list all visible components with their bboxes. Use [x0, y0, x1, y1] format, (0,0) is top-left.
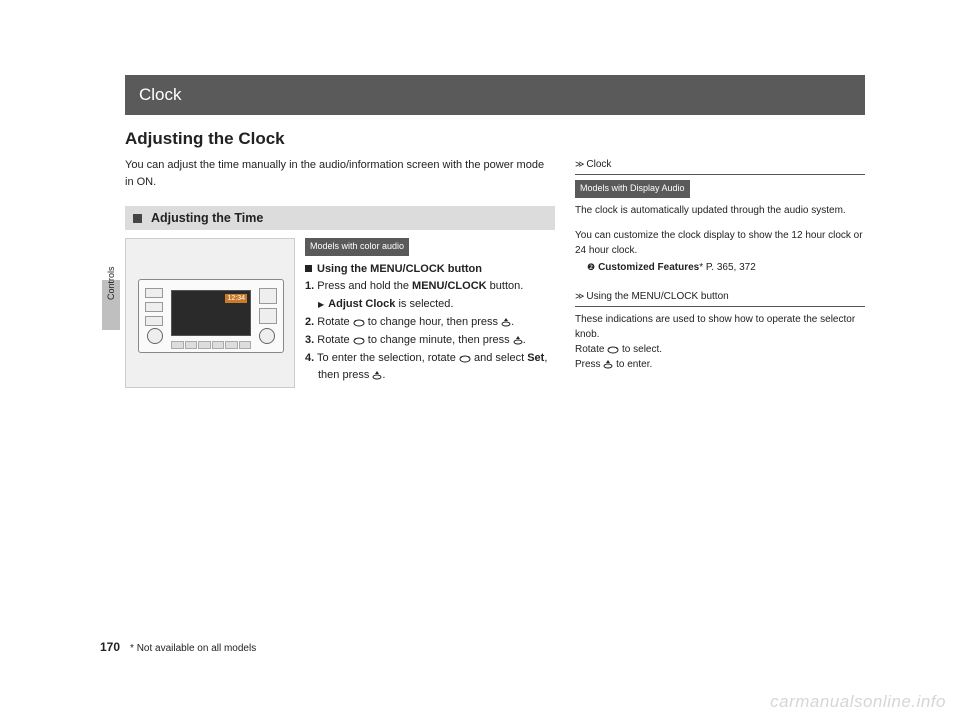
radio-knob-left: [147, 328, 163, 344]
radio-preset-row: [171, 341, 251, 349]
radio-time-badge: 12:34: [225, 294, 247, 303]
subsection-bar: Adjusting the Time: [125, 206, 555, 230]
divider: [575, 306, 865, 307]
radio-side-button: [145, 302, 163, 312]
radio-knob-right: [259, 328, 275, 344]
audio-unit-illustration: 12:34: [125, 238, 295, 388]
steps-heading: Using the MENU/CLOCK button: [305, 261, 555, 278]
chapter-title-bar: Clock: [125, 75, 865, 115]
page-content: Clock Adjusting the Clock You can adjust…: [125, 75, 865, 388]
right-link: Customized Features* P. 365, 372: [575, 260, 865, 275]
press-icon: [603, 359, 613, 369]
right-column: Clock Models with Display Audio The cloc…: [575, 157, 865, 388]
model-badge-display-audio: Models with Display Audio: [575, 180, 690, 198]
rotate-icon: [353, 317, 365, 327]
model-badge: Models with color audio: [305, 238, 409, 256]
rotate-icon: [607, 344, 619, 354]
radio-side-button: [259, 308, 277, 324]
radio-side-button: [145, 288, 163, 298]
rotate-icon: [459, 353, 471, 363]
footnote: * Not available on all models: [130, 643, 256, 654]
rotate-icon: [353, 335, 365, 345]
watermark: carmanualsonline.info: [770, 692, 946, 712]
subsection-title: Adjusting the Time: [151, 211, 263, 225]
step-1: 1. Press and hold the MENU/CLOCK button.: [305, 278, 555, 295]
side-section-label: Controls: [106, 266, 116, 300]
radio-screen: 12:34: [171, 290, 251, 336]
right-p2: You can customize the clock display to s…: [575, 228, 865, 258]
press-icon: [513, 335, 523, 345]
step-4: 4. To enter the selection, rotate and se…: [305, 350, 555, 384]
step-1-sub: Adjust Clock is selected.: [305, 296, 555, 313]
step-2: 2. Rotate to change hour, then press .: [305, 314, 555, 331]
radio-side-button: [145, 316, 163, 326]
divider: [575, 174, 865, 175]
radio-side-button: [259, 288, 277, 304]
right-p5: Press to enter.: [575, 357, 865, 372]
radio-body: 12:34: [138, 279, 284, 353]
left-column: You can adjust the time manually in the …: [125, 157, 555, 388]
page-number: 170: [100, 640, 120, 654]
steps-block: Models with color audio Using the MENU/C…: [305, 238, 555, 388]
right-p4: Rotate to select.: [575, 342, 865, 357]
ref-clock: Clock: [575, 157, 865, 172]
page-footer: 170 * Not available on all models: [100, 640, 256, 654]
intro-text: You can adjust the time manually in the …: [125, 157, 555, 190]
press-icon: [372, 370, 382, 380]
press-icon: [501, 317, 511, 327]
section-title: Adjusting the Clock: [125, 129, 865, 149]
right-p3: These indications are used to show how t…: [575, 312, 865, 342]
step-3: 3. Rotate to change minute, then press .: [305, 332, 555, 349]
right-p1: The clock is automatically updated throu…: [575, 203, 865, 218]
ref-menuclock: Using the MENU/CLOCK button: [575, 289, 865, 304]
